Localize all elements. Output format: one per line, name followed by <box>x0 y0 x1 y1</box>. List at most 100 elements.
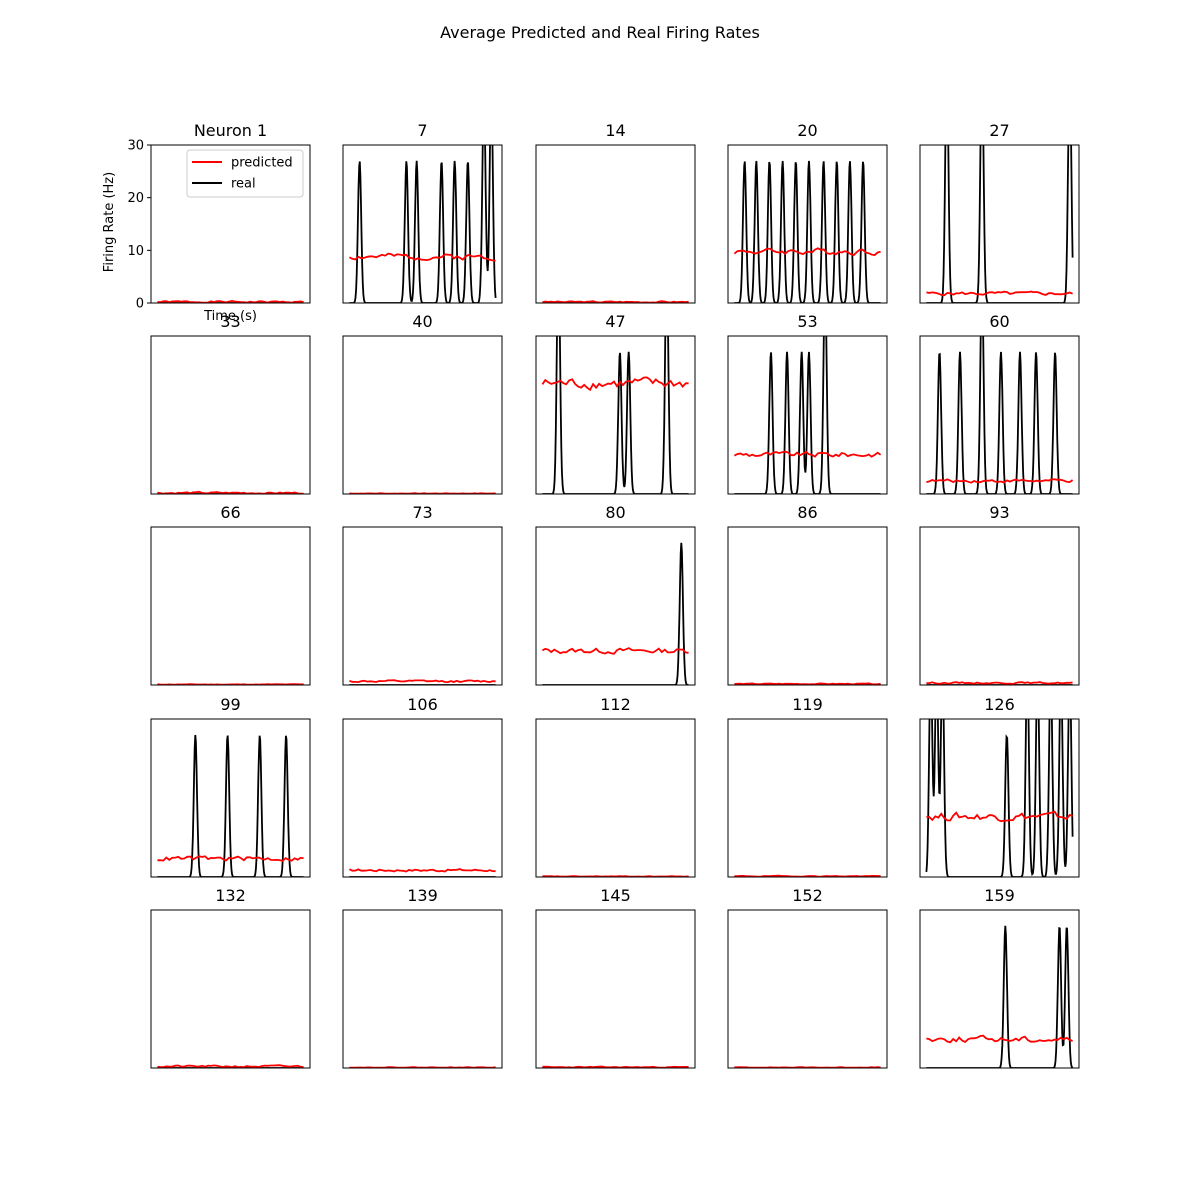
panel-17: 106 <box>342 695 503 878</box>
predicted-line <box>541 647 689 655</box>
panel-frame <box>150 526 311 686</box>
legend-label: predicted <box>231 156 293 171</box>
real-line <box>542 336 689 494</box>
panel-19: 119 <box>727 695 888 878</box>
y-tick-label: 10 <box>127 244 144 259</box>
panel-frame <box>150 335 311 495</box>
panel-grid: Neuron 1 0 10 20 30 Firing Rate (Hz) Time (s) p… <box>102 121 1080 1069</box>
panel-1: Neuron 1 0 10 20 30 Firing Rate (Hz) Time (s) p… <box>102 121 311 324</box>
panel-2: 7 <box>342 121 503 304</box>
panel-title: 145 <box>600 886 631 905</box>
panel-9: 53 <box>727 312 888 495</box>
panel-title: 152 <box>792 886 823 905</box>
panel-title: 66 <box>220 503 240 522</box>
panel-title: 47 <box>605 312 625 331</box>
panel-title: 60 <box>989 312 1009 331</box>
panel-title: 86 <box>797 503 817 522</box>
panel-4: 20 <box>727 121 888 304</box>
x-axis-label: Time (s) <box>203 309 257 324</box>
panel-15: 93 <box>919 503 1080 686</box>
predicted-line <box>926 478 1074 484</box>
panel-frame <box>342 909 503 1069</box>
y-axis-label: Firing Rate (Hz) <box>102 172 117 272</box>
panel-title: 119 <box>792 695 823 714</box>
panel-20: 126 <box>919 695 1080 878</box>
panel-frame <box>727 526 888 686</box>
predicted-line <box>348 252 496 262</box>
panel-7: 40 <box>342 312 503 495</box>
panel-10: 60 <box>919 312 1080 495</box>
predicted-line <box>157 683 304 685</box>
panel-title: 40 <box>412 312 432 331</box>
predicted-line <box>541 376 689 392</box>
predicted-line <box>542 300 689 303</box>
panel-title: 99 <box>220 695 240 714</box>
panel-title: 93 <box>989 503 1009 522</box>
panel-frame <box>919 718 1080 878</box>
panel-5: 27 <box>919 121 1080 304</box>
real-line <box>734 336 881 494</box>
panel-11: 66 <box>150 503 311 686</box>
predicted-line <box>926 290 1073 297</box>
panel-title: 33 <box>220 312 240 331</box>
real-line <box>926 145 1074 303</box>
panel-frame <box>535 718 696 878</box>
panel-frame <box>150 909 311 1069</box>
panel-frame <box>342 526 503 686</box>
panel-16: 99 <box>150 695 311 878</box>
panel-title: 106 <box>407 695 438 714</box>
panel-14: 86 <box>727 503 888 686</box>
panel-title: 80 <box>605 503 625 522</box>
predicted-line <box>157 855 304 862</box>
panel-title: 27 <box>989 121 1009 140</box>
panel-frame <box>535 909 696 1069</box>
panel-24: 152 <box>727 886 888 1069</box>
y-tick-label: 20 <box>127 191 144 206</box>
panel-title: 20 <box>797 121 817 140</box>
panel-12: 73 <box>342 503 503 686</box>
panel-frame <box>150 718 311 878</box>
panel-title: 139 <box>407 886 438 905</box>
panel-frame <box>342 144 503 304</box>
panel-frame <box>342 718 503 878</box>
panel-frame <box>535 526 696 686</box>
panel-title: 7 <box>417 121 427 140</box>
real-line <box>925 719 1074 877</box>
predicted-line <box>157 299 304 303</box>
panel-22: 139 <box>342 886 503 1069</box>
panel-25: 159 <box>919 886 1080 1069</box>
predicted-line <box>734 682 881 685</box>
panel-frame <box>150 144 311 304</box>
panel-frame <box>919 909 1080 1069</box>
panel-frame <box>535 144 696 304</box>
legend: predicted real <box>186 149 304 198</box>
panel-13: 80 <box>535 503 696 686</box>
legend-label: real <box>231 177 256 192</box>
panel-title: 14 <box>605 121 625 140</box>
panel-frame <box>727 335 888 495</box>
predicted-line <box>349 679 496 684</box>
predicted-line <box>157 1064 304 1068</box>
panel-6: 33 <box>150 312 311 495</box>
panel-frame <box>919 526 1080 686</box>
panel-frame <box>919 335 1080 495</box>
panel-title: 73 <box>412 503 432 522</box>
predicted-line <box>926 810 1073 823</box>
panel-frame <box>535 335 696 495</box>
panel-frame <box>727 144 888 304</box>
predicted-line <box>157 490 304 494</box>
panel-23: 145 <box>535 886 696 1069</box>
panel-frame <box>919 144 1080 304</box>
predicted-line <box>348 868 496 873</box>
panel-frame <box>727 718 888 878</box>
y-tick-label: 30 <box>127 139 144 154</box>
panel-title: 53 <box>797 312 817 331</box>
predicted-line <box>733 450 882 458</box>
predicted-line <box>926 1034 1073 1044</box>
panel-18: 112 <box>535 695 696 878</box>
panel-21: 132 <box>150 886 311 1069</box>
panel-3: 14 <box>535 121 696 304</box>
panel-frame <box>342 335 503 495</box>
